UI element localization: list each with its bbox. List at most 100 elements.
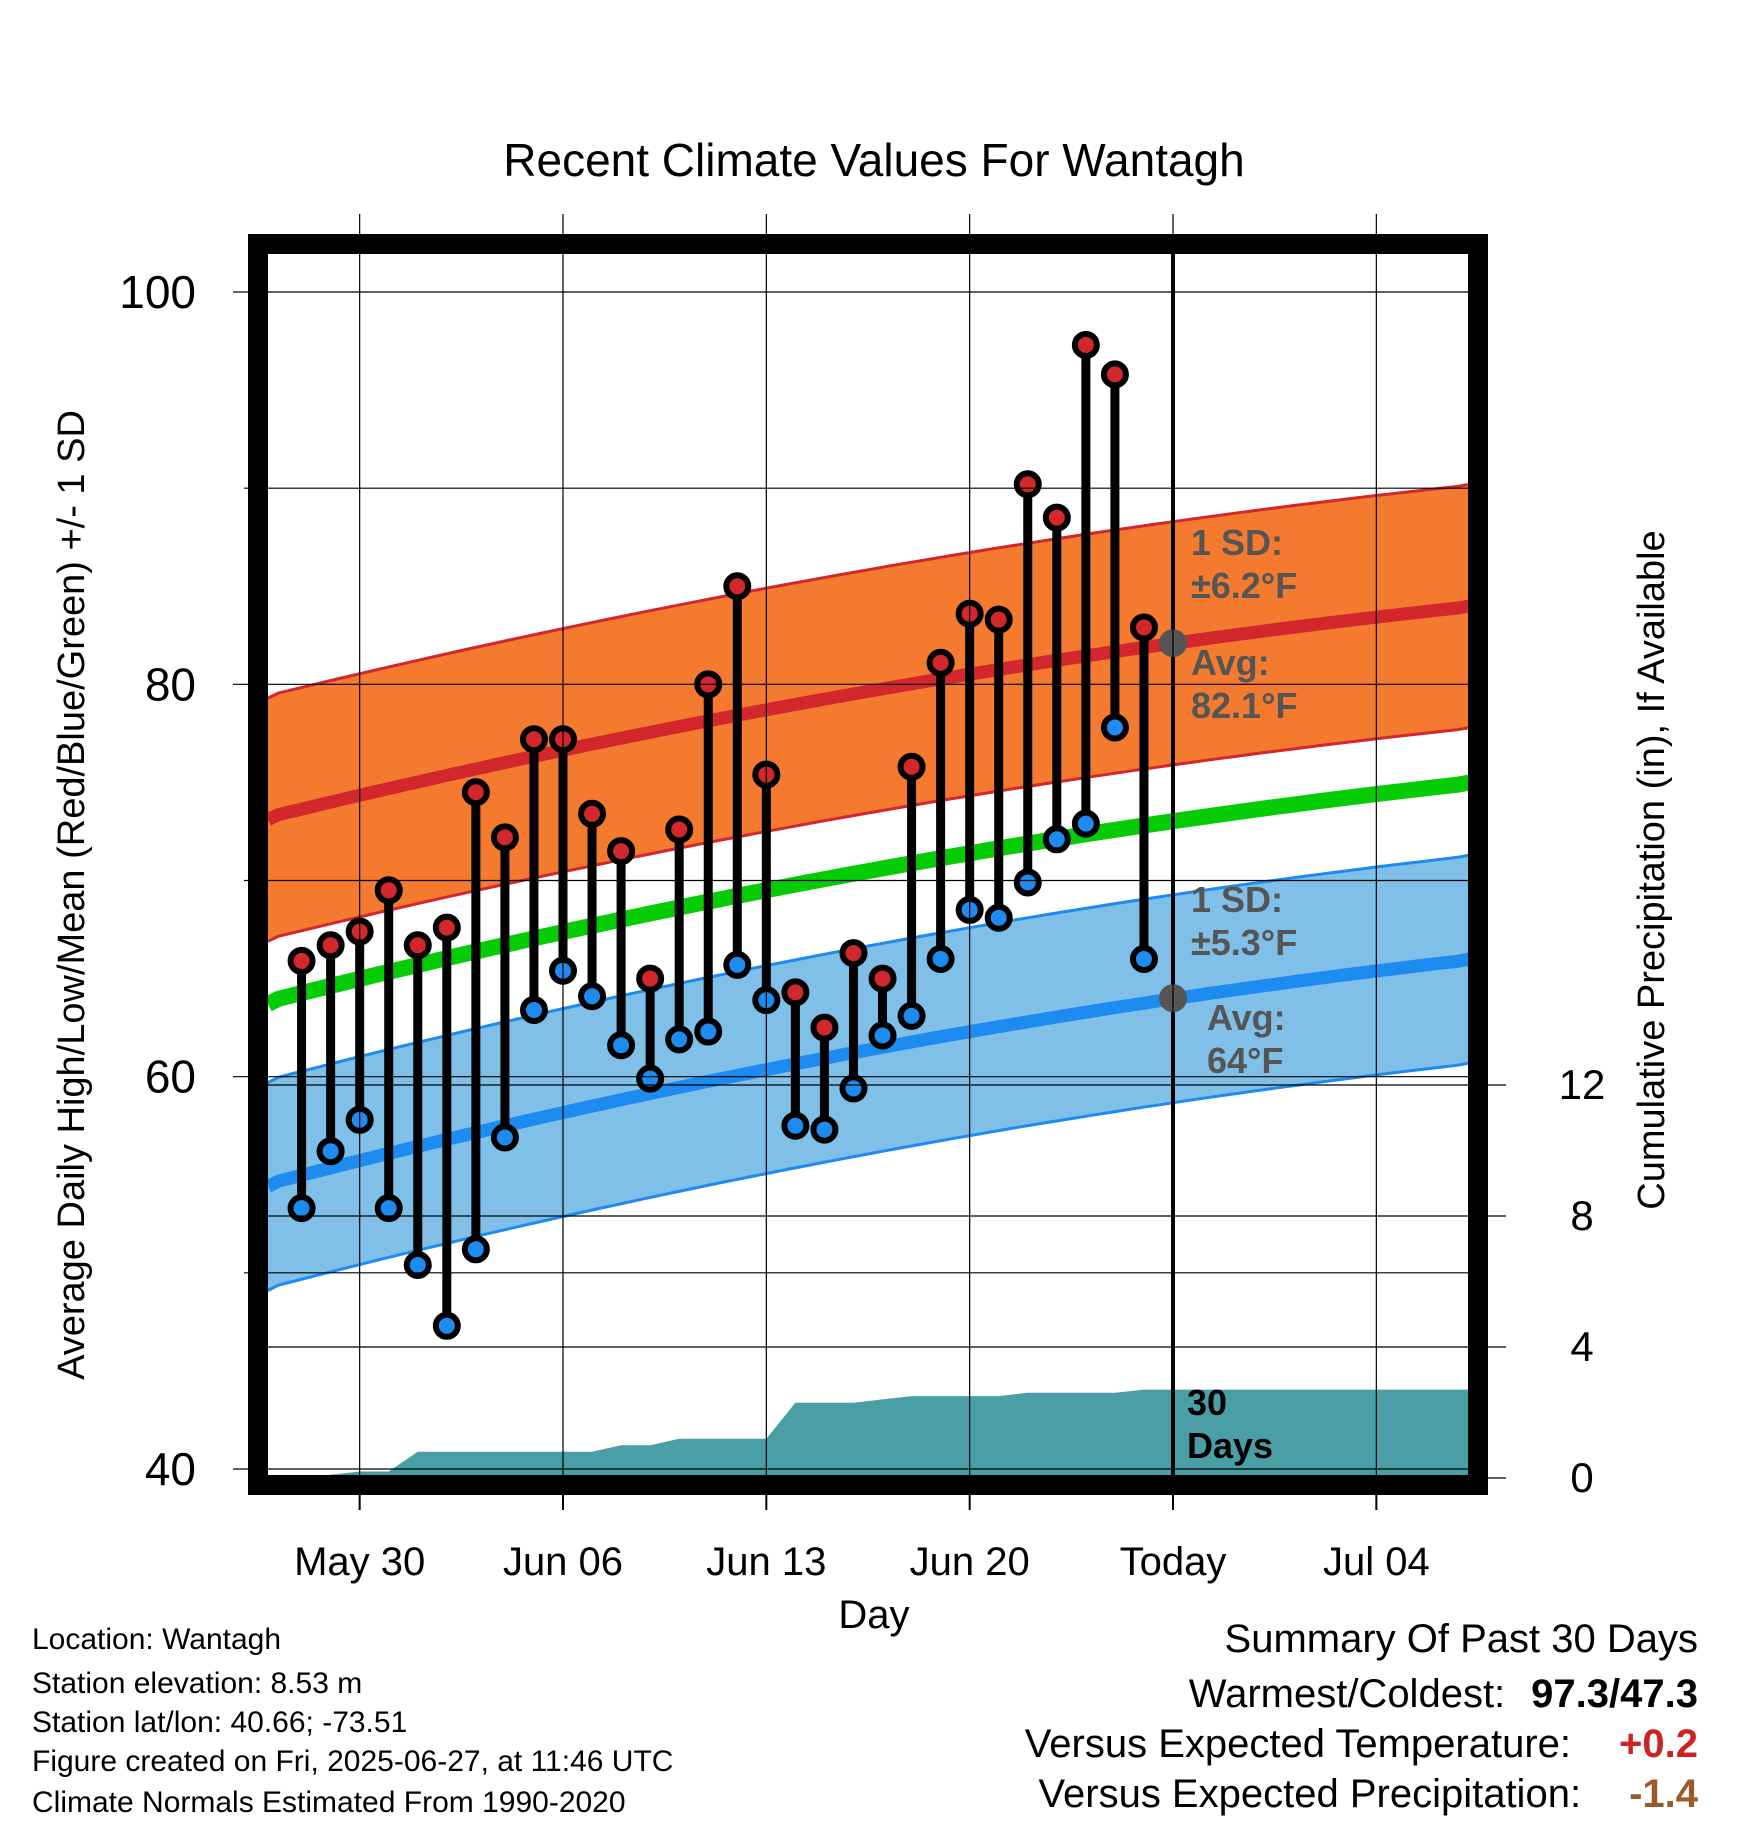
summary-warm-value: 97.3/47.3: [1531, 1672, 1698, 1716]
daily-high-point: [403, 931, 432, 960]
daily-high-point: [810, 1013, 839, 1042]
daily-high-point: [839, 939, 868, 968]
x-axis-label: Day: [838, 1593, 909, 1637]
low-sd-label: 1 SD:: [1191, 879, 1283, 920]
daily-high-point: [926, 648, 955, 677]
daily-high-point: [490, 823, 519, 852]
high-avg-value: 82.1°F: [1191, 685, 1297, 726]
normal-mean-line: [264, 774, 1472, 1012]
daily-high-point: [432, 913, 461, 942]
meta-location: Location: Wantagh: [32, 1623, 282, 1656]
days-count-label: Days: [1187, 1425, 1273, 1466]
daily-high-point: [868, 964, 897, 993]
daily-high-point: [578, 799, 607, 828]
daily-low-point: [461, 1235, 490, 1264]
daily-low-point: [316, 1137, 345, 1166]
y-tick-label-3: 100: [119, 266, 196, 318]
daily-low-point: [1013, 868, 1042, 897]
meta-latlon: Station lat/lon: 40.66; -73.51: [32, 1706, 408, 1739]
summary-temp-value: +0.2: [1619, 1722, 1698, 1766]
daily-low-point: [723, 950, 752, 979]
normal-low-band: [268, 855, 1470, 1291]
daily-low-point: [287, 1194, 316, 1223]
daily-low-point: [984, 903, 1013, 932]
daily-high-point: [984, 605, 1013, 634]
days-count-number: 30: [1187, 1382, 1227, 1423]
low-avg-value: 64°F: [1207, 1040, 1283, 1081]
daily-low-point: [897, 1001, 926, 1030]
low-sd-value: ±5.3°F: [1191, 922, 1297, 963]
y-tick-label-0: 40: [145, 1443, 196, 1495]
daily-high-point: [607, 837, 636, 866]
daily-low-point: [839, 1074, 868, 1103]
daily-low-point: [694, 1017, 723, 1046]
y2-tick-label-3: 12: [1559, 1061, 1606, 1108]
daily-low-point: [578, 982, 607, 1011]
daily-high-point: [781, 978, 810, 1007]
meta-elevation: Station elevation: 8.53 m: [32, 1667, 363, 1700]
summary-precip-label: Versus Expected Precipitation:: [1038, 1772, 1582, 1816]
summary-temp-label: Versus Expected Temperature:: [1024, 1722, 1572, 1766]
summary-warmest-coldest: Warmest/Coldest: 97.3/47.3: [1189, 1672, 1698, 1717]
y2-tick-label-2: 8: [1570, 1192, 1593, 1239]
daily-low-point: [1071, 809, 1100, 838]
daily-low-point: [781, 1111, 810, 1140]
y2-tick-label-0: 0: [1570, 1454, 1593, 1501]
daily-high-point: [723, 572, 752, 601]
y2-tick-label-1: 4: [1570, 1323, 1593, 1370]
daily-high-point: [1100, 360, 1129, 389]
y-tick-label-1: 60: [145, 1051, 196, 1103]
daily-low-point: [636, 1064, 665, 1093]
normal-low-band-lower-edge: [267, 1061, 1471, 1292]
daily-low-point: [665, 1025, 694, 1054]
high-sd-value: ±6.2°F: [1191, 565, 1297, 606]
daily-low-point: [1100, 713, 1129, 742]
normal-high-band-upper-edge: [267, 482, 1471, 700]
y-axis-label: Average Daily High/Low/Mean (Red/Blue/Gr…: [51, 410, 93, 1380]
summary-warm-label: Warmest/Coldest:: [1188, 1672, 1506, 1716]
summary-title: Summary Of Past 30 Days: [1225, 1617, 1698, 1662]
daily-high-point: [374, 876, 403, 905]
daily-high-point: [287, 946, 316, 975]
y-tick-label-2: 80: [145, 658, 196, 710]
chart-title: Recent Climate Values For Wantagh: [503, 134, 1244, 186]
daily-high-point: [519, 725, 548, 754]
daily-low-point: [810, 1115, 839, 1144]
daily-low-point: [607, 1031, 636, 1060]
precipitation-area: [287, 1389, 1470, 1484]
daily-high-point: [1071, 330, 1100, 359]
daily-high-point: [1013, 470, 1042, 499]
daily-low-point: [1129, 944, 1158, 973]
x-tick-label-4: Today: [1120, 1540, 1227, 1584]
axes: 40 60 80 100 0 4 8 12 May 30 Jun 06 Jun 13 Jun 20 To…: [119, 214, 1605, 1584]
normal-high-line: [265, 599, 1472, 826]
summary-precip-value: -1.4: [1629, 1772, 1698, 1816]
summary-temperature: Versus Expected Temperature: +0.2: [1025, 1722, 1698, 1767]
high-avg-label: Avg:: [1191, 642, 1270, 683]
high-sd-label: 1 SD:: [1191, 522, 1283, 563]
daily-low-point: [490, 1123, 519, 1152]
low-avg-label: Avg:: [1207, 997, 1286, 1038]
daily-high-point: [461, 778, 490, 807]
daily-low-point: [374, 1194, 403, 1223]
meta-created: Figure created on Fri, 2025-06-27, at 11…: [32, 1745, 674, 1778]
normal-high-band-lower-edge: [267, 726, 1471, 943]
y2-axis-label: Cumulative Precipitation (in), If Availa…: [1631, 530, 1673, 1209]
x-tick-label-1: Jun 06: [503, 1540, 623, 1584]
meta-normals: Climate Normals Estimated From 1990-2020: [32, 1786, 626, 1819]
daily-high-point: [316, 931, 345, 960]
normal-low-line: [265, 952, 1472, 1193]
daily-low-point: [403, 1250, 432, 1279]
daily-low-point: [926, 944, 955, 973]
daily-high-point: [636, 964, 665, 993]
x-tick-label-3: Jun 20: [910, 1540, 1030, 1584]
summary-precipitation: Versus Expected Precipitation: -1.4: [1039, 1772, 1698, 1817]
daily-high-point: [1042, 503, 1071, 532]
daily-low-point: [1042, 825, 1071, 854]
x-tick-label-0: May 30: [294, 1540, 425, 1584]
summary-title-text: Summary Of Past 30 Days: [1224, 1617, 1698, 1661]
daily-high-point: [1129, 613, 1158, 642]
daily-high-point: [897, 752, 926, 781]
